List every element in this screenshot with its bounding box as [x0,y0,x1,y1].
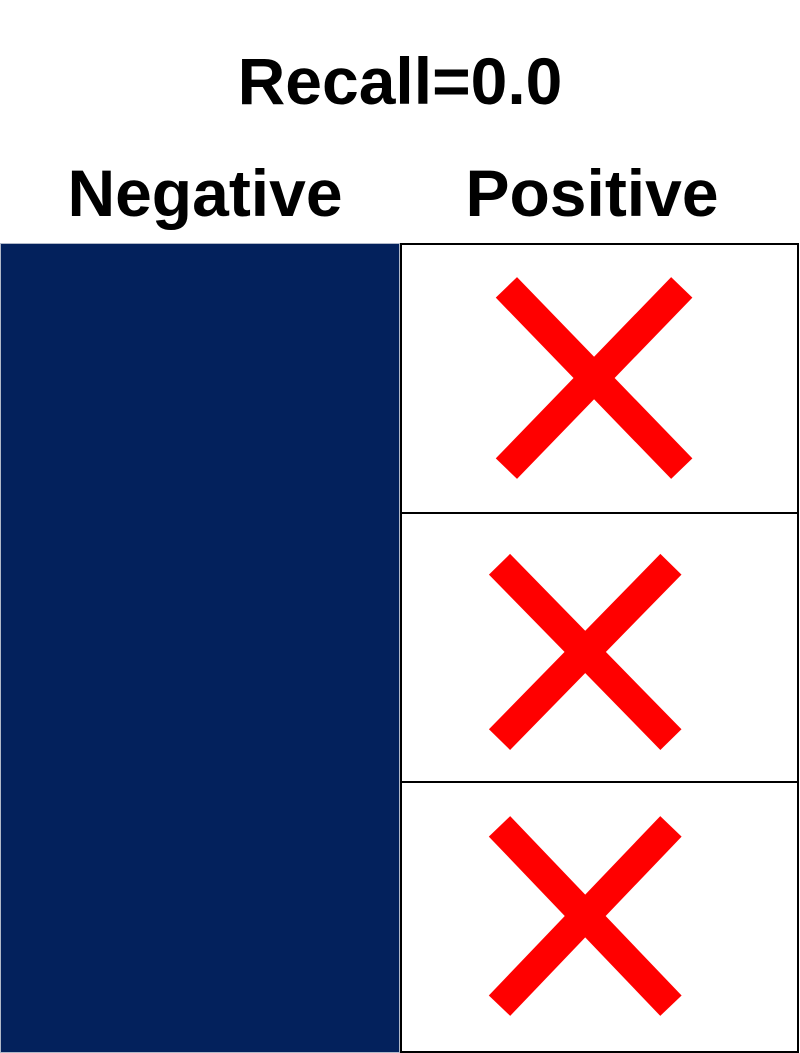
x-mark-icon [488,816,682,1016]
x-mark-icon [495,277,693,479]
positive-cell [400,512,799,783]
x-mark-icon [488,553,682,750]
negative-column-header: Negative [67,156,343,230]
recall-title: Recall=0.0 [237,44,563,118]
positive-cell [400,243,799,514]
negative-block [0,243,400,1053]
positive-column-header: Positive [465,156,719,230]
positive-cell [400,781,799,1053]
